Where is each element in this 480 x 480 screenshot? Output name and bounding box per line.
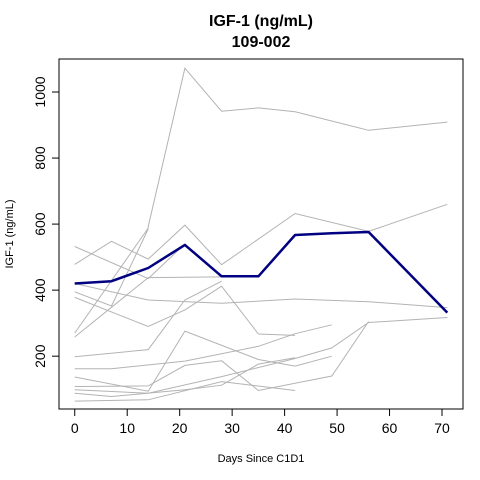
subject-series-line-1: [74, 67, 448, 334]
x-tick-label: 70: [434, 420, 450, 436]
y-tick-label: 600: [32, 212, 48, 236]
x-tick-label: 40: [277, 420, 293, 436]
y-tick-label: 1000: [32, 76, 48, 107]
highlight-layer: [74, 230, 449, 314]
y-tick-label: 800: [32, 146, 48, 170]
subject-series-line-6: [74, 276, 222, 338]
y-tick-label: 400: [32, 278, 48, 302]
subject-series-line-3: [74, 243, 186, 280]
x-axis-label: Days Since C1D1: [218, 453, 305, 465]
x-tick-label: 20: [172, 420, 188, 436]
subject-series-line-14: [74, 357, 296, 398]
x-tick-label: 10: [119, 420, 135, 436]
subject-series-line-4: [74, 283, 448, 309]
subject-series-line-7: [74, 228, 149, 307]
y-tick-label: 200: [32, 344, 48, 368]
subject-series-line-13: [74, 381, 296, 402]
x-tick-label: 30: [224, 420, 240, 436]
y-axis: 200 400 600 800 1000: [32, 76, 60, 368]
subject-series-line-9: [74, 324, 332, 370]
subject-series-line-12: [74, 321, 370, 392]
subject-series-line-8: [74, 280, 222, 358]
subject-series-line-11: [74, 317, 448, 394]
x-tick-label: 0: [71, 420, 79, 436]
subject-series-line-2: [74, 203, 448, 266]
plot-frame: [58, 58, 464, 410]
x-tick-label: 60: [382, 420, 398, 436]
x-axis: 0 10 20 30 40 50 60 70: [71, 408, 450, 436]
x-tick-label: 50: [329, 420, 345, 436]
chart-subtitle: 109-002: [232, 34, 291, 51]
y-axis-label: IGF-1 (ng/mL): [4, 199, 16, 268]
subject-series-line-10: [74, 330, 332, 392]
subject-series-line-5: [74, 285, 296, 336]
highlight-series-line: [74, 230, 449, 314]
series-layer: [74, 67, 448, 402]
chart-title: IGF-1 (ng/mL): [209, 13, 313, 30]
